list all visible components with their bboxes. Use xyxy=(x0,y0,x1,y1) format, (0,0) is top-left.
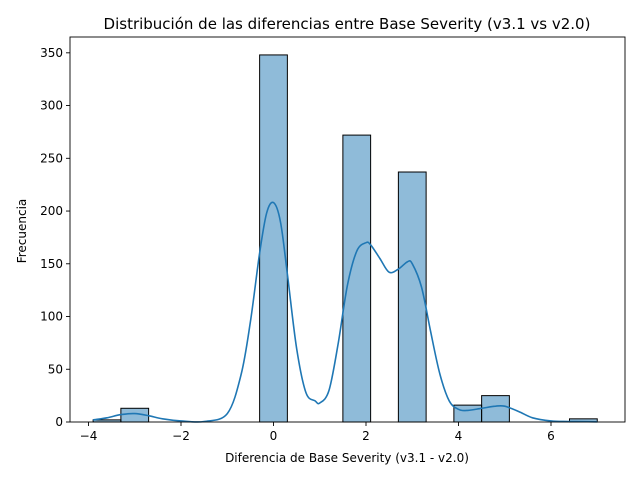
histogram-bar-5 xyxy=(453,404,483,423)
x-tick-label: −2 xyxy=(172,429,190,443)
x-tick-label: −4 xyxy=(80,429,98,443)
y-tick-label: 200 xyxy=(40,204,63,218)
x-tick-label: 2 xyxy=(362,429,370,443)
histogram-bars xyxy=(92,54,598,423)
y-tick-label: 150 xyxy=(40,257,63,271)
kde-curve xyxy=(92,201,598,423)
plot-frame xyxy=(69,36,626,423)
x-tick-label: 4 xyxy=(455,429,463,443)
x-tick-label: 6 xyxy=(547,429,555,443)
histogram-bar-4 xyxy=(397,171,427,423)
y-tick-label: 250 xyxy=(40,151,63,165)
x-tick-label: 0 xyxy=(270,429,278,443)
histogram-bar-6 xyxy=(481,395,510,423)
y-tick-label: 0 xyxy=(55,415,63,429)
y-tick-label: 50 xyxy=(48,362,63,376)
y-axis-label: Frecuencia xyxy=(15,199,29,264)
chart-title: Distribución de las diferencias entre Ba… xyxy=(104,15,591,33)
x-axis-ticks: −4 −2 0 2 4 6 xyxy=(80,422,555,443)
x-axis-label: Diferencia de Base Severity (v3.1 - v2.0… xyxy=(225,451,469,465)
y-tick-label: 350 xyxy=(40,46,63,60)
histogram-bar-3 xyxy=(342,134,372,423)
y-axis-ticks: 0 50 100 150 200 250 300 350 xyxy=(40,46,70,429)
y-tick-label: 100 xyxy=(40,310,63,324)
y-tick-label: 300 xyxy=(40,99,63,113)
